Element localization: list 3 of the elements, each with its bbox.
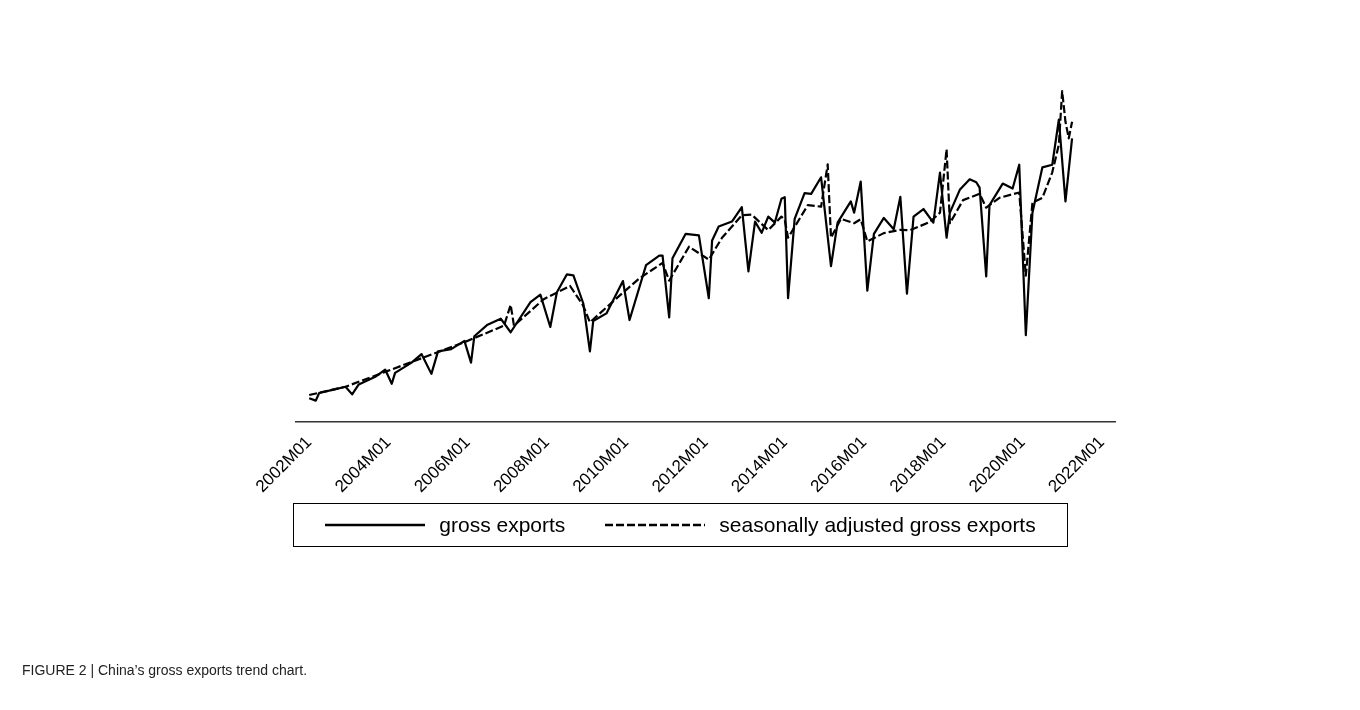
legend-label: seasonally adjusted gross exports bbox=[719, 513, 1036, 537]
caption: FIGURE 2 | China’s gross exports trend chart. bbox=[22, 662, 308, 678]
legend-label: gross exports bbox=[439, 513, 566, 537]
